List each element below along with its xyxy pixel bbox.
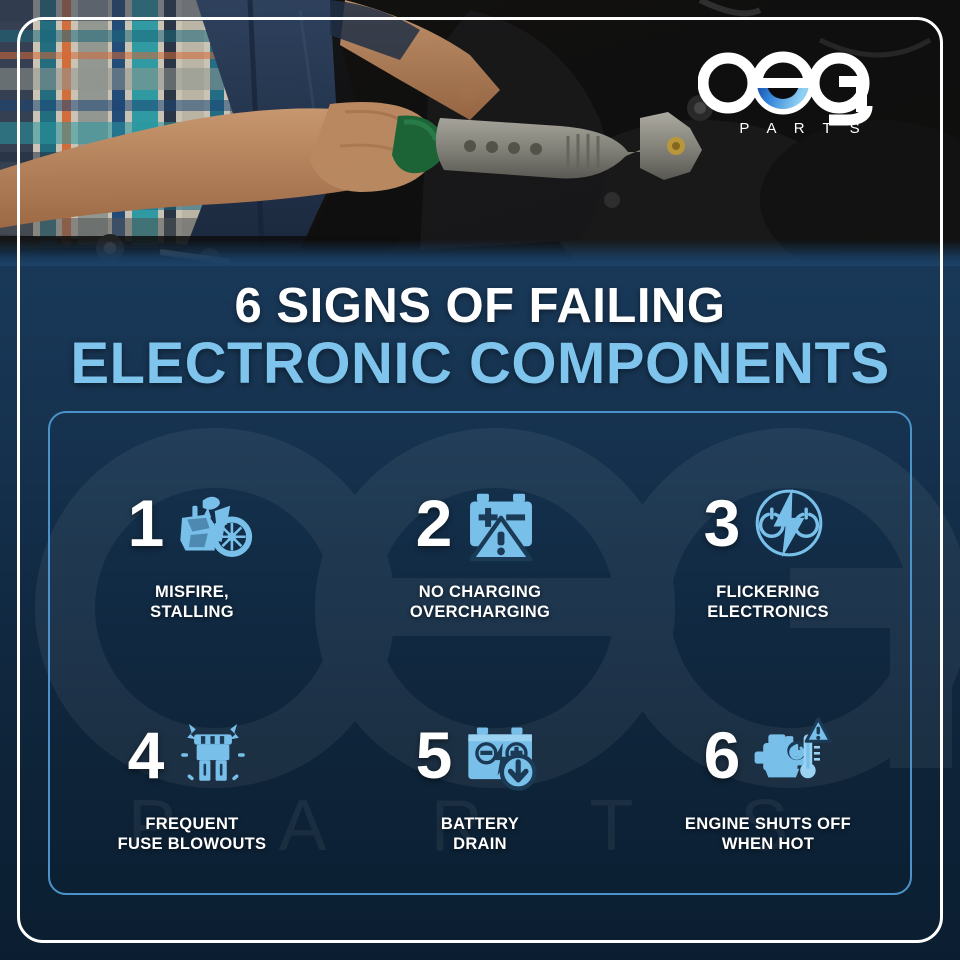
sign-1-number: 1 [127,486,165,561]
sign-item-4: 4 [48,653,336,895]
sign-2-caption-line-2: OVERCHARGING [409,603,551,621]
logo-subtitle-text: P A R T S [739,120,866,137]
signs-grid: 1 [48,411,912,895]
sign-6-number: 6 [703,718,741,793]
sign-5-caption-line-2: DRAIN [453,835,507,853]
sign-4-row: 4 [128,707,257,803]
sign-3-caption: FLICKERING ELECTRONICS [707,583,829,623]
sign-5-row: 5 [416,707,545,803]
blade-fuse-icon [170,712,256,798]
content-panel-border [48,411,912,895]
sign-3-row: 3 [704,475,833,571]
sign-3-number: 3 [703,486,741,561]
sign-3-caption-line-1: FLICKERING [716,583,820,602]
sign-4-number: 4 [127,718,165,793]
sign-5-number: 5 [415,718,453,793]
oeg-parts-logo: P A R T S [698,40,888,140]
logo-mark: P A R T S [698,51,873,137]
battery-warning-glyph [469,493,533,562]
sign-1-caption-line-1: MISFIRE, [155,583,229,602]
title-line-1: 6 SIGNS OF FAILING [234,279,726,333]
sign-item-6: 6 [624,653,912,895]
sign-item-5: 5 [336,653,624,895]
sign-1-caption: MISFIRE, STALLING [150,583,234,623]
sign-4-caption: FREQUENT FUSE BLOWOUTS [118,815,267,855]
sign-4-caption-line-2: FUSE BLOWOUTS [117,835,267,853]
sign-2-caption: NO CHARGING OVERCHARGING [410,583,550,623]
sign-item-3: 3 FLICKERING [624,411,912,653]
sign-4-caption-line-1: FREQUENT [145,815,239,834]
motorcycle-glyph [180,496,253,558]
sign-2-row: 2 [416,475,545,571]
lightning-circle-glyph [756,488,823,558]
sign-3-caption-line-2: ELECTRONICS [707,603,829,621]
sign-6-caption-line-1: ENGINE SHUTS OFF [684,815,852,834]
sign-1-caption-line-2: STALLING [150,603,234,621]
photo-gradient-fade [0,240,960,266]
title-line-2: ELECTRONIC COMPONENTS [70,330,890,396]
hero-photo-illustration [0,0,960,266]
sign-6-caption: ENGINE SHUTS OFF WHEN HOT [685,815,851,855]
engine-overheat-icon [746,712,833,798]
sign-item-2: 2 [336,411,624,653]
battery-drain-glyph [468,727,538,791]
hero-photo [0,0,960,266]
sign-6-caption-line-2: WHEN HOT [721,835,815,853]
sign-5-caption-line-1: BATTERY [440,815,520,834]
battery-drain-icon [458,712,544,798]
title-block: 6 SIGNS OF FAILING ELECTRONIC COMPONENTS [0,279,960,396]
sign-1-row: 1 [128,475,257,571]
blade-fuse-glyph [181,724,246,782]
sign-5-caption: BATTERY DRAIN [441,815,519,855]
sign-2-number: 2 [415,486,453,561]
sign-6-row: 6 [704,707,833,803]
battery-warning-icon [458,480,544,566]
lightning-circle-icon [746,480,832,566]
motorcycle-icon [170,480,256,566]
sign-2-caption-line-1: NO CHARGING [418,583,542,602]
sign-item-1: 1 [48,411,336,653]
engine-overheat-glyph [754,717,833,779]
